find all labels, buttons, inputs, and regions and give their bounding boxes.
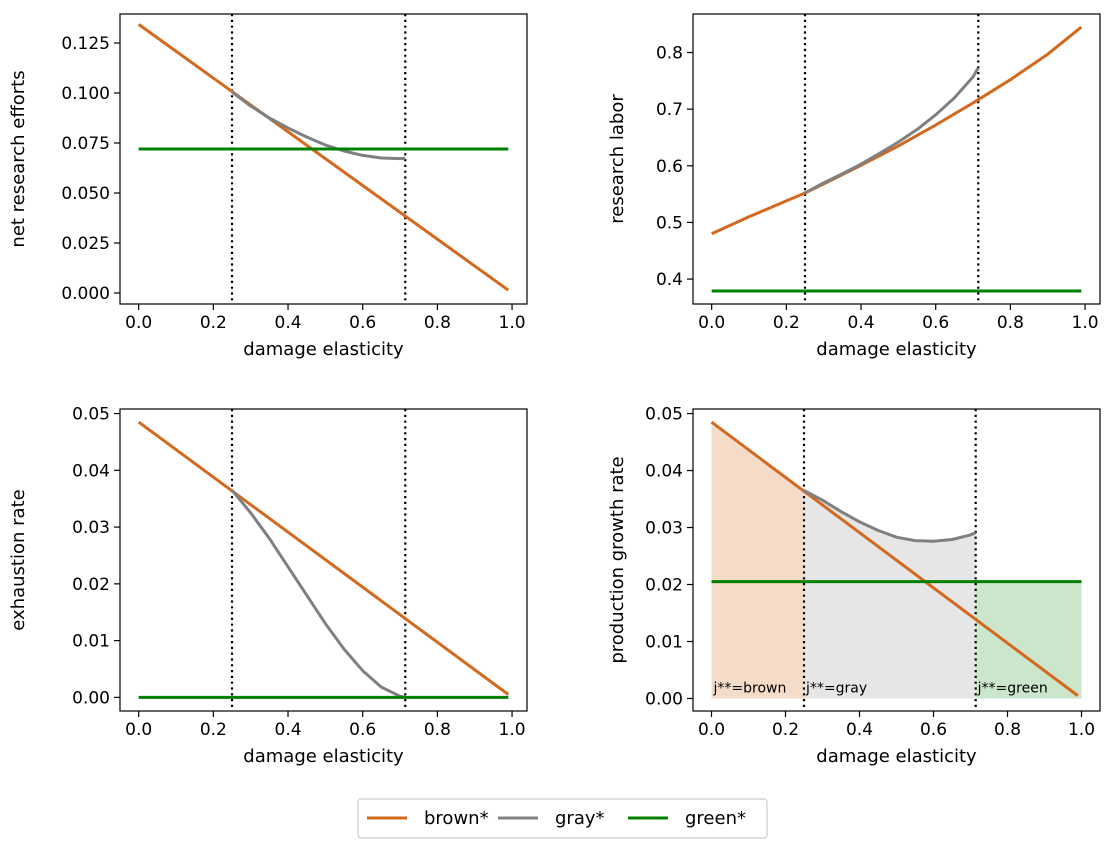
x-tick-label: 0.0 xyxy=(125,313,152,333)
y-tick-label: 0.5 xyxy=(656,213,683,233)
x-tick-label: 0.6 xyxy=(920,720,947,740)
y-tick-label: 0.03 xyxy=(72,518,110,538)
x-tick-label: 0.8 xyxy=(424,720,451,740)
y-tick-label: 0.075 xyxy=(61,134,110,154)
x-tick-label: 1.0 xyxy=(499,313,526,333)
y-axis-label: research labor xyxy=(607,94,628,224)
x-tick-label: 0.2 xyxy=(200,720,227,740)
y-tick-label: 0.100 xyxy=(61,84,110,104)
y-tick-label: 0.4 xyxy=(656,270,683,290)
y-tick-label: 0.01 xyxy=(72,632,110,652)
y-tick-label: 0.04 xyxy=(72,461,110,481)
x-tick-label: 0.0 xyxy=(125,720,152,740)
plot-area xyxy=(137,409,510,711)
region-fill-1 xyxy=(711,422,804,699)
x-tick-label: 0.6 xyxy=(349,720,376,740)
series-line-gray xyxy=(803,489,977,543)
x-tick-label: 0.8 xyxy=(424,313,451,333)
y-tick-label: 0.02 xyxy=(72,575,110,595)
x-tick-label: 0.4 xyxy=(846,720,873,740)
y-tick-label: 0.04 xyxy=(645,462,683,482)
region-fill-3 xyxy=(975,581,1082,699)
y-tick-label: 0.00 xyxy=(645,689,683,709)
x-tick-label: 0.2 xyxy=(773,313,800,333)
axes-frame xyxy=(119,13,528,305)
x-tick-label: 0.6 xyxy=(349,313,376,333)
y-tick-label: 0.125 xyxy=(61,34,110,54)
x-axis-label: damage elasticity xyxy=(816,339,977,360)
x-tick-label: 1.0 xyxy=(499,720,526,740)
series-line-brown xyxy=(710,420,1079,697)
y-axis-label: exhaustion rate xyxy=(8,489,29,630)
x-tick-label: 0.4 xyxy=(275,313,302,333)
legend-label-green: green* xyxy=(685,808,746,829)
axes-frame xyxy=(692,13,1101,305)
region-label-3: j**=green xyxy=(977,680,1048,696)
chart-panel-3: 0.0 0.2 0.4 0.6 0.8 1.0 0.00 0.01 0.02 0.03 0.04 0.… xyxy=(8,405,528,767)
y-tick-label: 0.025 xyxy=(61,234,110,254)
y-tick-label: 0.7 xyxy=(656,100,683,120)
x-tick-label: 1.0 xyxy=(1072,313,1099,333)
x-tick-label: 0.0 xyxy=(698,720,725,740)
chart-panel-1: 0.0 0.2 0.4 0.6 0.8 1.0 0.000 0.025 0.050 0.075 0.… xyxy=(8,13,528,360)
axes-frame xyxy=(692,408,1101,712)
y-tick-label: 0.000 xyxy=(61,284,110,304)
legend-label-brown: brown* xyxy=(424,808,489,829)
plot-area xyxy=(710,409,1082,711)
x-axis-label: damage elasticity xyxy=(243,339,404,360)
x-tick-label: 0.6 xyxy=(922,313,949,333)
region-label-2: j**=gray xyxy=(805,680,867,696)
y-tick-label: 0.050 xyxy=(61,184,110,204)
x-tick-label: 0.2 xyxy=(200,313,227,333)
y-tick-label: 0.05 xyxy=(645,405,683,425)
y-tick-label: 0.03 xyxy=(645,519,683,539)
region-label-1: j**=brown xyxy=(713,680,787,696)
legend-box xyxy=(357,798,768,839)
x-tick-label: 0.4 xyxy=(848,313,875,333)
chart-panel-2: 0.0 0.2 0.4 0.6 0.8 1.0 0.4 0.5 0.6 0.7 0.8 damage … xyxy=(607,13,1101,360)
series-line-brown xyxy=(137,420,510,696)
x-tick-label: 0.2 xyxy=(772,720,799,740)
series-line-brown xyxy=(137,23,510,292)
plot-area xyxy=(711,14,1083,304)
x-tick-label: 1.0 xyxy=(1068,720,1095,740)
x-tick-label: 0.8 xyxy=(997,313,1024,333)
y-tick-label: 0.05 xyxy=(72,405,110,425)
y-tick-label: 0.00 xyxy=(72,688,110,708)
x-tick-label: 0.8 xyxy=(994,720,1021,740)
plot-area xyxy=(137,14,510,304)
x-axis-label: damage elasticity xyxy=(243,746,404,767)
axes-frame xyxy=(119,408,528,712)
y-axis-label: production growth rate xyxy=(607,456,628,663)
chart-panel-4: j**=brown j**=gray j**=green 0.0 0.2 0.4 0.6 0.… xyxy=(607,405,1101,767)
x-axis-label: damage elasticity xyxy=(816,746,977,767)
region-fill-2 xyxy=(804,490,976,699)
series-line-brown xyxy=(711,25,1083,236)
series-line-gray xyxy=(804,67,980,195)
legend-label-gray: gray* xyxy=(555,808,605,829)
y-tick-label: 0.02 xyxy=(645,576,683,596)
y-tick-label: 0.6 xyxy=(656,157,683,177)
y-tick-label: 0.8 xyxy=(656,44,683,64)
series-line-gray xyxy=(230,489,406,699)
x-tick-label: 0.0 xyxy=(698,313,725,333)
y-tick-label: 0.01 xyxy=(645,632,683,652)
y-axis-label: net research efforts xyxy=(8,70,29,247)
series-line-gray xyxy=(231,90,406,161)
legend: brown* gray* green* xyxy=(357,798,768,839)
x-tick-label: 0.4 xyxy=(275,720,302,740)
